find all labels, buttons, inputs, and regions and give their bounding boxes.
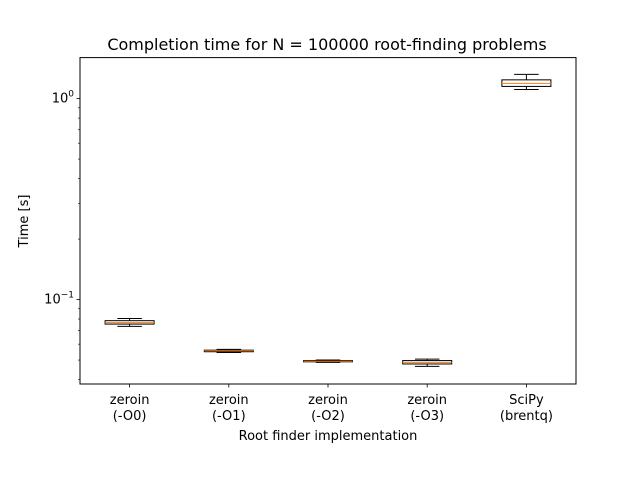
x-tick-label-line1: zeroin bbox=[407, 393, 447, 408]
x-tick-label: zeroin (-O0) bbox=[110, 393, 150, 424]
x-axis: zeroin (-O0)zeroin (-O1)zeroin (-O2)zeroin(… bbox=[110, 384, 553, 424]
box-group bbox=[104, 317, 155, 327]
x-tick-label: zeroin (-O2) bbox=[308, 393, 348, 424]
x-tick-label-line2: (-O3) bbox=[410, 409, 444, 424]
x-tick-label-line1: zeroin bbox=[209, 393, 249, 408]
x-tick-label-line1: zeroin bbox=[110, 393, 150, 408]
y-axis-label: Time [s] bbox=[17, 195, 32, 249]
x-tick-label-line2: (brentq) bbox=[500, 409, 553, 424]
y-tick-exponent: −1 bbox=[61, 291, 74, 301]
chart-title: Completion time for N = 100000 root-find… bbox=[107, 35, 546, 54]
y-tick-exponent: 0 bbox=[68, 90, 74, 100]
x-tick-label-line1: zeroin bbox=[308, 393, 348, 408]
y-tick-base: 10 bbox=[52, 92, 69, 107]
x-tick-label-line2: (-O2) bbox=[311, 409, 345, 424]
box-group bbox=[303, 359, 353, 363]
plot-frame bbox=[79, 57, 577, 385]
x-tick-label-line2: (-O1) bbox=[212, 409, 246, 424]
y-tick-label: 10−1 bbox=[44, 291, 74, 308]
x-tick-label: zeroin (-O3) bbox=[407, 393, 447, 424]
y-tick-label: 100 bbox=[52, 90, 75, 107]
x-tick-label-line2: (-O0) bbox=[113, 409, 147, 424]
box-group bbox=[501, 73, 552, 91]
box-group bbox=[402, 358, 453, 367]
box-group bbox=[203, 348, 254, 354]
boxes-layer bbox=[104, 73, 552, 367]
x-tick-label-line1: SciPy bbox=[509, 393, 544, 408]
y-tick-base: 10 bbox=[44, 293, 61, 308]
x-tick-label: zeroin (-O1) bbox=[209, 393, 249, 424]
x-axis-label: Root finder implementation bbox=[239, 429, 418, 444]
x-tick-label: SciPy (brentq) bbox=[500, 393, 553, 424]
